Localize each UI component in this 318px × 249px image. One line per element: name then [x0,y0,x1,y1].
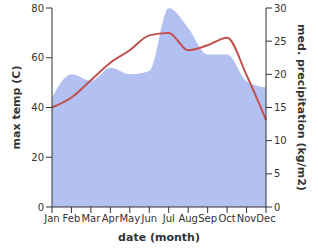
svg-text:Jan: Jan [43,213,59,224]
svg-text:30: 30 [274,3,287,14]
svg-text:Apr: Apr [102,213,120,224]
svg-text:Sep: Sep [198,213,217,224]
svg-text:May: May [119,213,140,224]
svg-text:Nov: Nov [237,213,257,224]
svg-text:25: 25 [274,36,287,47]
svg-text:80: 80 [31,3,44,14]
svg-text:20: 20 [274,69,287,80]
svg-text:15: 15 [274,102,287,113]
svg-text:Mar: Mar [81,213,101,224]
svg-text:Dec: Dec [256,213,275,224]
svg-text:0: 0 [274,202,280,213]
svg-text:med. precipitation (kg/m2): med. precipitation (kg/m2) [295,24,308,191]
svg-text:Aug: Aug [178,213,198,224]
svg-text:Feb: Feb [63,213,81,224]
svg-text:10: 10 [274,135,287,146]
svg-text:40: 40 [31,102,44,113]
svg-text:max temp (C): max temp (C) [10,66,23,150]
svg-text:60: 60 [31,52,44,63]
svg-text:5: 5 [274,168,280,179]
svg-text:date (month): date (month) [118,231,200,244]
svg-text:Jun: Jun [140,213,157,224]
svg-text:20: 20 [31,152,44,163]
svg-text:Oct: Oct [218,213,235,224]
svg-text:0: 0 [38,202,44,213]
svg-text:Jul: Jul [162,213,175,224]
